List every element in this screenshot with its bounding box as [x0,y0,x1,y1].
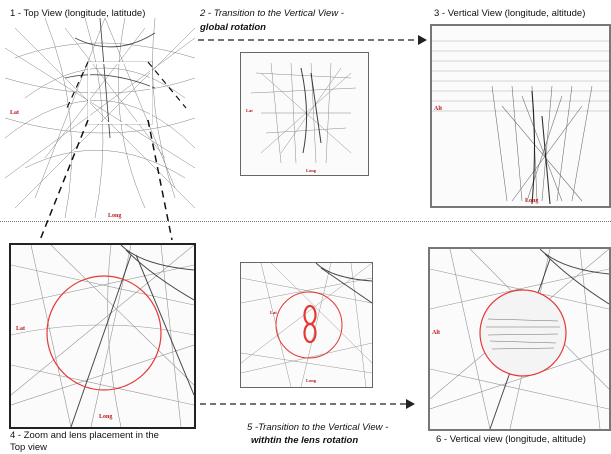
caption-transition-global-line1: 2 - Transition to the Vertical View - [200,8,344,19]
row-divider [0,221,611,222]
arrow-lens-transition [200,399,415,409]
caption-vertical-view: 3 - Vertical View (longitude, altitude) [434,8,586,19]
axis-label-lat: Lat [10,110,19,116]
panel-vertical-view [430,24,611,208]
panel-transition-lens [240,262,373,388]
vertical-view-axis-long: Long [525,198,539,204]
panel-zoom-lens [9,243,196,429]
transition-lens-axis-long: Long [306,378,317,383]
zoom-axis-lat: Lat [16,326,25,332]
top-view-trajectories [5,18,196,218]
vertical-lens-trajectories [430,249,609,429]
panel-top-view [5,18,200,218]
caption-zoom-lens-line1: 4 - Zoom and lens placement in the [10,430,159,441]
zoom-lens-trajectories [11,245,194,427]
caption-transition-lens-line1: 5 -Transition to the Vertical View - [247,422,389,433]
caption-top-view: 1 - Top View (longitude, latitude) [10,8,146,19]
transition-lens-trajectories [241,263,372,387]
vertical-view-axis-alt: Alt [434,106,442,112]
caption-transition-global-line2: global rotation [200,22,266,33]
transition-global-axis-long: Long [306,168,317,173]
panel-transition-global [240,52,369,176]
vertical-lens-circle [479,289,567,377]
axis-label-long: Long [108,213,122,219]
transition-global-axis-lat: Lat [246,108,253,113]
caption-zoom-lens-line2: Top view [10,442,47,453]
vertical-view-trajectories [432,40,609,205]
rotation-figure-eight-icon [303,304,317,344]
zoom-region-box [88,62,152,124]
caption-transition-lens-line2: withtin the lens rotation [251,435,359,446]
transition-global-trajectories [250,62,357,164]
vertical-lens-axis-alt: Alt [432,330,440,336]
arrow-global-transition [198,35,427,45]
transition-lens-axis-lat: Lat [270,310,277,315]
lens-circle [46,275,162,391]
transition-lens-circle [275,291,343,359]
zoom-axis-long: Long [99,414,113,420]
caption-vertical-lens: 6 - Vertical view (longitude, altitude) [436,434,586,445]
panel-vertical-lens [428,247,611,431]
